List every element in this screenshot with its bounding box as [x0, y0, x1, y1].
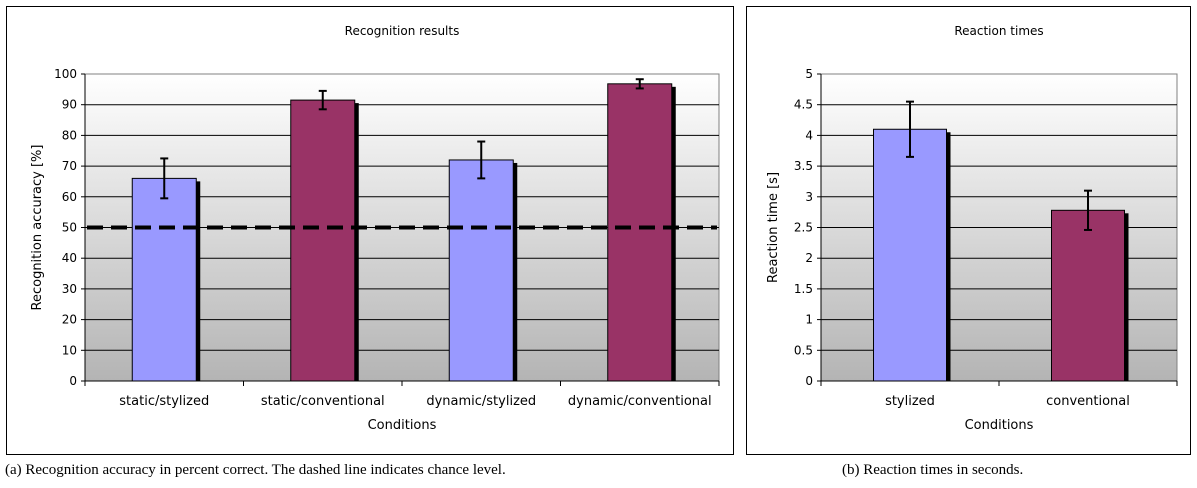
- y-tick-label: 4.5: [794, 98, 813, 112]
- reaction-chart-panel: 0 0.5 1 1.5 2 2.5 3 3.5 4 4.5 5 stylized conventiona…: [746, 6, 1191, 455]
- y-tick-label: 3.5: [794, 159, 813, 173]
- recognition-chart: 0 10 20 30 40 50 60 70 80 90 100 static/stylized sta…: [30, 24, 720, 433]
- y-tick-label: 20: [62, 313, 77, 327]
- x-tick-label-static-conventional: static/conventional: [261, 394, 385, 409]
- y-tick-label: 10: [62, 343, 77, 357]
- y-tick-label: 1: [805, 313, 813, 327]
- y-tick-label: 0: [805, 374, 813, 388]
- bar-static-stylized: [131, 177, 197, 382]
- x-axis-label: Conditions: [965, 418, 1034, 433]
- x-tick-label-dynamic-conventional: dynamic/conventional: [568, 394, 712, 409]
- y-tick-label: 40: [62, 251, 77, 265]
- y-axis-label: Recognition accuracy [%]: [30, 145, 45, 311]
- chart-title: Recognition results: [345, 24, 460, 38]
- y-axis-label: Reaction time [s]: [766, 172, 781, 283]
- recognition-chart-panel: 0 10 20 30 40 50 60 70 80 90 100 static/stylized sta…: [6, 6, 734, 455]
- x-tick-label-stylized: stylized: [885, 394, 935, 409]
- y-tick-label: 100: [54, 67, 77, 81]
- y-tick-label: 1.5: [794, 282, 813, 296]
- y-tick-label: 3: [805, 190, 813, 204]
- y-tick-label: 2: [805, 251, 813, 265]
- y-tick-label: 70: [62, 159, 77, 173]
- caption-reaction: (b) Reaction times in seconds.: [842, 462, 1024, 478]
- reaction-chart: 0 0.5 1 1.5 2 2.5 3 3.5 4 4.5 5 stylized conventiona…: [766, 24, 1178, 433]
- x-tick-label-static-stylized: static/stylized: [119, 394, 209, 409]
- y-tick-label: 60: [62, 190, 77, 204]
- x-tick-label-conventional: conventional: [1046, 394, 1130, 409]
- caption-recognition: (a) Recognition accuracy in percent corr…: [5, 462, 506, 478]
- y-tick-label: 30: [62, 282, 77, 296]
- chart-title: Reaction times: [954, 24, 1043, 38]
- y-tick-label: 90: [62, 98, 77, 112]
- x-axis-label: Conditions: [368, 418, 437, 433]
- y-tick-label: 0.5: [794, 343, 813, 357]
- y-tick-label: 2.5: [794, 221, 813, 235]
- bar-stylized: [873, 128, 947, 382]
- bar-dynamic-stylized: [448, 159, 514, 382]
- y-tick-label: 0: [69, 374, 77, 388]
- bar-static-conventional: [290, 99, 356, 382]
- y-tick-label: 5: [805, 67, 813, 81]
- y-tick-label: 4: [805, 128, 813, 142]
- x-tick-label-dynamic-stylized: dynamic/stylized: [426, 394, 536, 409]
- bar-conventional: [1051, 209, 1125, 382]
- y-tick-label: 50: [62, 221, 77, 235]
- y-tick-label: 80: [62, 128, 77, 142]
- bar-dynamic-conventional: [607, 83, 673, 382]
